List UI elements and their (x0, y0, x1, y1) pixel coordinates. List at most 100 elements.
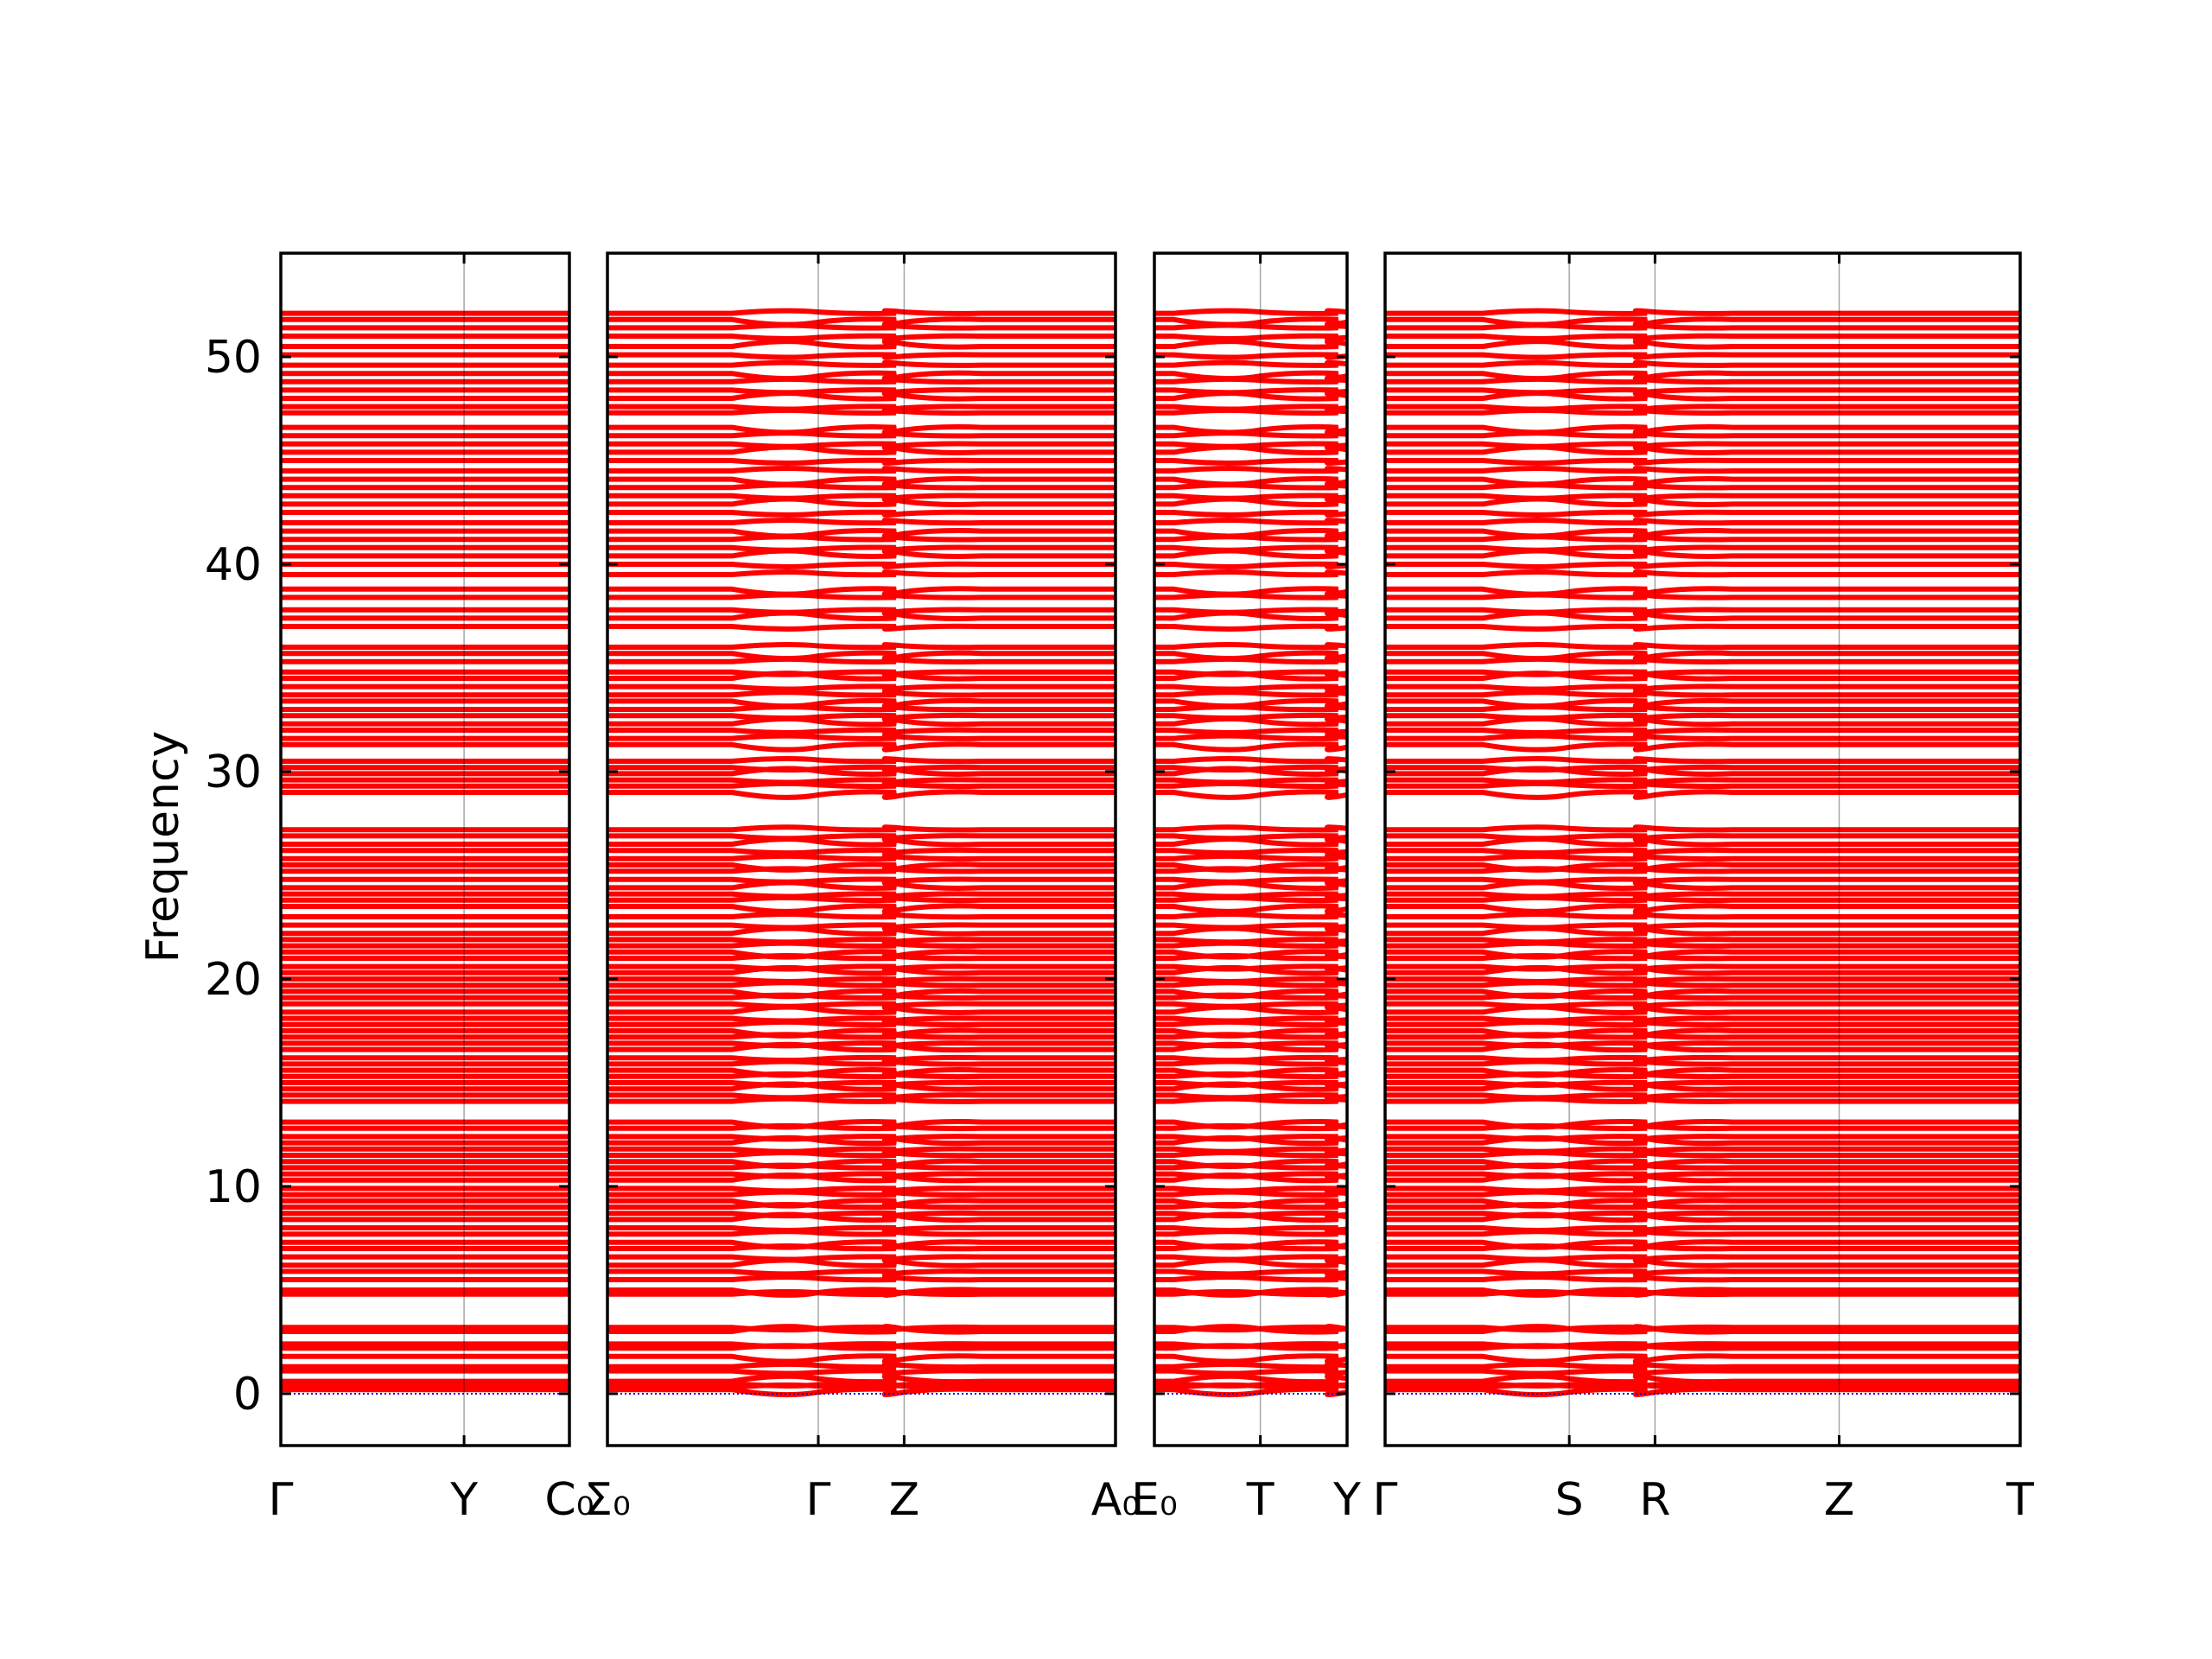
band-line (607, 430, 1116, 439)
band-line (1385, 922, 2020, 931)
x-tick-label: Z (1824, 1474, 1855, 1526)
band-line (607, 509, 1116, 518)
band-line (1385, 1092, 2020, 1101)
band-line (1154, 669, 1347, 677)
band-line (1385, 656, 2020, 665)
band-line (607, 949, 1116, 960)
band-line (1154, 949, 1347, 960)
band-line (607, 704, 1116, 713)
band-line (607, 352, 1116, 360)
band-line (1154, 1353, 1347, 1364)
band-line (607, 1324, 1116, 1333)
band-line (1154, 891, 1347, 899)
x-tick-label: S (1555, 1474, 1584, 1526)
band-line (607, 623, 1116, 632)
band-line (1154, 1171, 1347, 1179)
band-line (1154, 607, 1347, 615)
band-line (1385, 352, 2020, 360)
band-line (1154, 988, 1347, 1000)
band-line (1385, 1058, 2020, 1067)
band-line (1385, 642, 2020, 651)
band-line (1385, 976, 2020, 984)
band-line (1385, 1122, 2020, 1132)
panel-2: Σ₀ Γ Z A₀ (584, 251, 1140, 1526)
band-line (1154, 493, 1347, 501)
x-tick-label: Γ (806, 1474, 831, 1526)
band-line (1385, 308, 2020, 316)
band-line (1385, 391, 2020, 402)
band-line (1385, 1040, 2020, 1049)
band-line (1154, 1119, 1347, 1130)
band-line (607, 444, 1116, 455)
band-line (1154, 370, 1347, 382)
band-line (607, 518, 1116, 526)
band-line (1154, 1054, 1347, 1064)
band-line (1154, 903, 1347, 914)
band-line (607, 407, 1116, 416)
band-line (1385, 891, 2020, 899)
band-line (1154, 1254, 1347, 1262)
band-line (1385, 1268, 2020, 1277)
band-line (1385, 466, 2020, 474)
band-line (1154, 756, 1347, 765)
band-line (1385, 482, 2020, 491)
band-line (1385, 836, 2020, 848)
band-line (1385, 756, 2020, 765)
band-line (1154, 1027, 1347, 1039)
band-line (1154, 683, 1347, 692)
x-tick-label: A₀ (1091, 1474, 1140, 1526)
band-line (1154, 1324, 1347, 1335)
band-line (1385, 1004, 2020, 1015)
band-line (1385, 777, 2020, 785)
band-line (1385, 339, 2020, 350)
band-line (607, 656, 1116, 665)
x-tick-label: Γ (1373, 1474, 1398, 1526)
band-line (1154, 308, 1347, 316)
band-line (607, 1171, 1116, 1179)
band-line (1154, 937, 1347, 945)
band-line (607, 1067, 1116, 1078)
band-line (1385, 493, 2020, 501)
band-line (607, 316, 1116, 327)
band-line (607, 861, 1116, 873)
band-line (1154, 741, 1347, 753)
band-line (1154, 1146, 1347, 1154)
band-line (607, 1361, 1116, 1370)
band-line (1385, 988, 2020, 1000)
band-line (1385, 1202, 2020, 1211)
band-line (607, 586, 1116, 597)
band-line (1154, 1092, 1347, 1101)
band-line (607, 1015, 1116, 1024)
band-line (1154, 853, 1347, 862)
band-line (1154, 623, 1347, 632)
band-line (607, 1032, 1116, 1040)
band-line (1385, 912, 2020, 920)
band-line (1385, 1119, 2020, 1130)
y-tick-label: 20 (205, 954, 262, 1006)
band-line (607, 1040, 1116, 1049)
band-line (1385, 1224, 2020, 1233)
band-line (1385, 953, 2020, 962)
band-line (1154, 1287, 1347, 1298)
y-tick-label: 50 (205, 332, 262, 384)
band-line (607, 1353, 1116, 1364)
band-line (1385, 1254, 2020, 1262)
band-line (607, 404, 1116, 412)
band-line (1385, 404, 2020, 412)
panel-frame (279, 251, 571, 1447)
band-line (1385, 548, 2020, 559)
band-line (1385, 370, 2020, 382)
band-line (1385, 333, 2020, 341)
x-tick-label: Y (1332, 1474, 1361, 1526)
band-line (1385, 1001, 2020, 1009)
band-line (607, 528, 1116, 539)
band-line (607, 1268, 1116, 1277)
band-line (1385, 853, 2020, 862)
band-line (607, 733, 1116, 741)
band-line (1385, 937, 2020, 945)
band-line (1154, 1373, 1347, 1385)
band-line (607, 697, 1116, 709)
band-line (607, 534, 1116, 543)
band-line (1154, 833, 1347, 842)
band-line (1385, 669, 2020, 677)
